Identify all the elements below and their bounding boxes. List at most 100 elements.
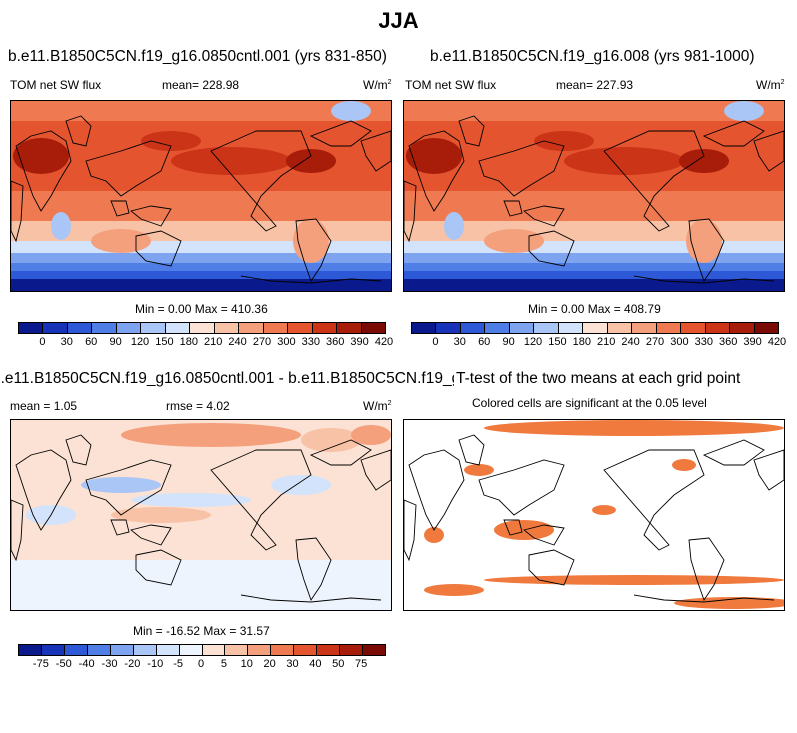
panel2-title: b.e11.B1850C5CN.f19_g16.008 (yrs 981-100…: [430, 48, 755, 65]
colorbar-tick-label: 330: [301, 336, 320, 348]
colorbar-tick-label: 30: [60, 336, 73, 348]
colorbar-tick-label: -75: [32, 658, 49, 670]
panel2-mean: mean= 227.93: [556, 78, 634, 92]
panel3-units: W/m2: [363, 399, 392, 413]
colorbar-swatch: [214, 323, 240, 333]
colorbar-swatch: [485, 323, 510, 333]
colorbar-swatch: [19, 645, 42, 655]
colorbar-swatch: [202, 645, 226, 655]
panel4-subtitle: Colored cells are significant at the 0.0…: [472, 396, 707, 410]
colorbar-swatch: [509, 323, 535, 333]
colorbar-tick-label: 270: [645, 336, 665, 348]
colorbar-swatch: [436, 323, 461, 333]
panel3-map: [10, 419, 392, 611]
panel1-units: W/m2: [363, 78, 392, 92]
panel1-title: b.e11.B1850C5CN.f19_g16.0850cntl.001 (yr…: [8, 48, 387, 65]
colorbar-swatch: [133, 645, 157, 655]
colorbar-swatch: [263, 323, 289, 333]
colorbar-tick-label: 0: [197, 658, 205, 670]
colorbar-swatch: [607, 323, 633, 333]
colorbar-swatch: [681, 323, 706, 333]
colorbar-swatch: [41, 645, 65, 655]
panel1-colorbar: [18, 322, 386, 334]
colorbar-tick-label: 210: [204, 336, 223, 348]
colorbar-tick-label: 300: [670, 336, 689, 348]
panel2-left-label: TOM net SW flux: [405, 78, 497, 92]
panel3-minmax: Min = -16.52 Max = 31.57: [133, 624, 270, 638]
colorbar-tick-label: 420: [767, 336, 787, 348]
colorbar-swatch: [87, 645, 111, 655]
colorbar-tick-label: -30: [101, 658, 118, 670]
panel1-mean: mean= 228.98: [162, 78, 240, 92]
panel1-left-label: TOM net SW flux: [10, 78, 102, 92]
colorbar-tick-label: -50: [55, 658, 72, 670]
colorbar-swatch: [43, 323, 68, 333]
colorbar-tick-label: 60: [478, 336, 491, 348]
panel2-units: W/m2: [756, 78, 785, 92]
colorbar-tick-label: 210: [597, 336, 616, 348]
colorbar-swatch: [156, 645, 180, 655]
colorbar-swatch: [412, 323, 437, 333]
colorbar-tick-label: 360: [719, 336, 738, 348]
colorbar-tick-label: 180: [179, 336, 198, 348]
colorbar-tick-label: 75: [355, 658, 368, 670]
colorbar-swatch: [534, 323, 559, 333]
colorbar-tick-label: -20: [124, 658, 141, 670]
colorbar-tick-label: 150: [548, 336, 567, 348]
colorbar-swatch: [583, 323, 608, 333]
colorbar-swatch: [294, 645, 318, 655]
panel3-colorbar: [18, 644, 386, 656]
panel2-minmax: Min = 0.00 Max = 408.79: [528, 302, 661, 316]
colorbar-tick-label: 90: [502, 336, 515, 348]
colorbar-tick-label: 120: [130, 336, 150, 348]
colorbar-swatch: [705, 323, 731, 333]
colorbar-swatch: [271, 645, 295, 655]
colorbar-tick-label: 390: [743, 336, 762, 348]
colorbar-tick-label: 150: [155, 336, 174, 348]
colorbar-tick-label: 5: [220, 658, 227, 670]
colorbar-tick-label: 10: [240, 658, 253, 670]
colorbar-swatch: [460, 323, 486, 333]
colorbar-tick-label: -40: [78, 658, 95, 670]
colorbar-swatch: [67, 323, 93, 333]
colorbar-swatch: [239, 323, 264, 333]
colorbar-swatch: [110, 645, 134, 655]
colorbar-swatch: [288, 323, 313, 333]
colorbar-swatch: [141, 323, 166, 333]
panel4-title: T-test of the two means at each grid poi…: [456, 370, 741, 387]
colorbar-swatch: [312, 323, 338, 333]
colorbar-swatch: [730, 323, 755, 333]
panel2-colorbar: [411, 322, 779, 334]
colorbar-swatch: [19, 323, 44, 333]
colorbar-swatch: [165, 323, 191, 333]
colorbar-swatch: [248, 645, 272, 655]
figure-title: JJA: [378, 8, 419, 33]
colorbar-swatch: [361, 323, 386, 333]
colorbar-swatch: [632, 323, 657, 333]
colorbar-tick-label: 40: [309, 658, 322, 670]
colorbar-tick-label: 180: [572, 336, 591, 348]
panel3-title: b.e11.B1850C5CN.f19_g16.0850cntl.001 - b…: [0, 370, 454, 387]
colorbar-swatch: [754, 323, 779, 333]
colorbar-swatch: [340, 645, 364, 655]
colorbar-swatch: [337, 323, 362, 333]
colorbar-tick-label: 20: [263, 658, 276, 670]
panel2-map: [403, 100, 785, 292]
colorbar-tick-label: 120: [523, 336, 543, 348]
colorbar-swatch: [64, 645, 88, 655]
panel3-mean: mean = 1.05: [10, 399, 78, 413]
colorbar-tick-label: 270: [252, 336, 272, 348]
panel1-minmax: Min = 0.00 Max = 410.36: [135, 302, 268, 316]
panel4-map: [403, 419, 785, 611]
colorbar-tick-label: 390: [350, 336, 369, 348]
colorbar-tick-label: 50: [332, 658, 345, 670]
colorbar-tick-label: 240: [621, 336, 640, 348]
colorbar-tick-label: 330: [694, 336, 713, 348]
colorbar-swatch: [190, 323, 215, 333]
colorbar-tick-label: -5: [173, 658, 184, 670]
colorbar-tick-label: 30: [286, 658, 299, 670]
colorbar-tick-label: 240: [228, 336, 247, 348]
colorbar-swatch: [363, 645, 385, 655]
colorbar-tick-label: 60: [85, 336, 98, 348]
colorbar-tick-label: 0: [432, 336, 439, 348]
